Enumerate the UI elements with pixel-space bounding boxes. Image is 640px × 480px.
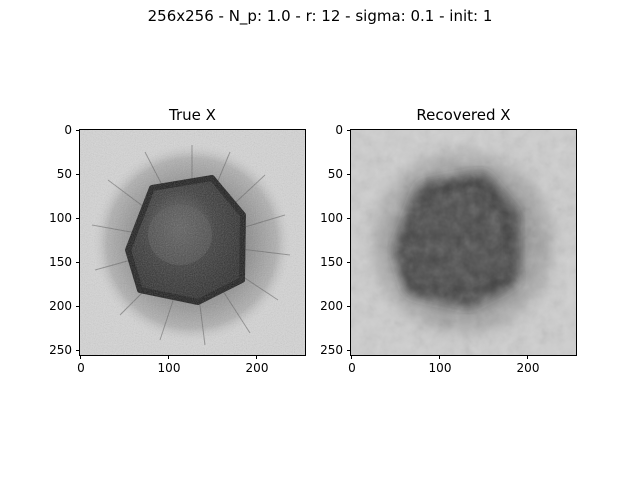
x-tick-label: 200: [245, 361, 269, 375]
y-tick-label: 100: [320, 211, 343, 225]
y-tick-label: 250: [320, 343, 343, 357]
recovered-x-image: [350, 129, 577, 356]
y-tick-label: 200: [49, 299, 72, 313]
x-tick-label: 100: [428, 361, 452, 375]
y-tick-label: 250: [49, 343, 72, 357]
y-tick-label: 150: [49, 255, 72, 269]
y-tick-label: 50: [56, 167, 72, 181]
x-tick-label: 0: [348, 361, 356, 375]
x-tick-label: 100: [157, 361, 181, 375]
panel-title-recovered-x: Recovered X: [416, 106, 511, 124]
x-tick-label: 0: [77, 361, 85, 375]
y-tick-label: 150: [320, 255, 343, 269]
y-tick-label: 0: [335, 123, 343, 137]
panel-title-true-x: True X: [169, 106, 216, 124]
y-tick-label: 50: [327, 167, 343, 181]
y-tick-label: 100: [49, 211, 72, 225]
true-x-image: [79, 129, 306, 356]
figure-suptitle: 256x256 - N_p: 1.0 - r: 12 - sigma: 0.1 …: [147, 7, 493, 25]
y-tick-label: 0: [64, 123, 72, 137]
y-tick-label: 200: [320, 299, 343, 313]
x-tick-label: 200: [516, 361, 540, 375]
